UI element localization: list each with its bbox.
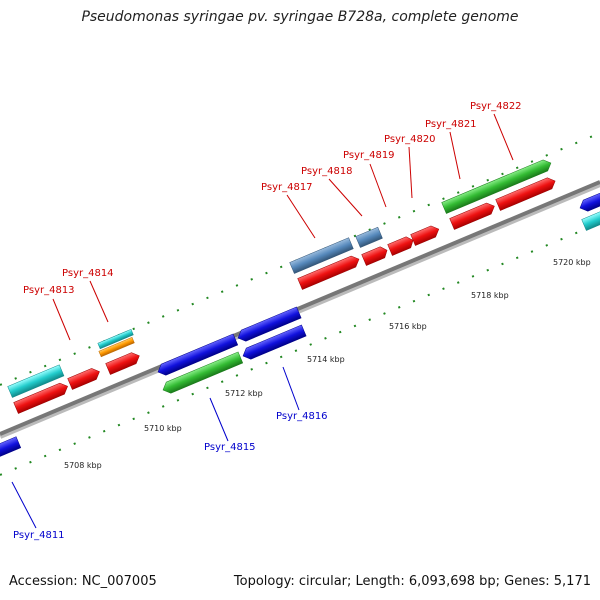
gene-psyr-4817-steel[interactable]: [289, 237, 354, 274]
gene-psyr-4814-orange[interactable]: [98, 336, 135, 358]
gene-label[interactable]: Psyr_4821: [425, 119, 477, 130]
map-title: Pseudomonas syringae pv. syringae B728a,…: [81, 9, 519, 25]
gene-blue-3[interactable]: [236, 306, 302, 344]
gene-blue-edge[interactable]: [578, 190, 600, 214]
genome-summary-text: Topology: circular; Length: 6,093,698 bp…: [233, 574, 591, 589]
backbone: [0, 180, 600, 436]
gene-red-1[interactable]: [13, 381, 70, 414]
tick-label: 5714 kbp: [307, 355, 345, 364]
gene-psyr-4815-green[interactable]: [161, 351, 244, 396]
tick-label: 5716 kbp: [389, 322, 427, 331]
gene-label[interactable]: Psyr_4822: [470, 101, 522, 112]
gene-cyan-edge[interactable]: [581, 207, 600, 231]
tick-label: 5710 kbp: [144, 424, 182, 433]
gene-psyr-4814-cyan[interactable]: [97, 328, 134, 350]
gene-psyr-4811-blue[interactable]: [0, 436, 22, 458]
gene-label[interactable]: Psyr_4813: [23, 285, 75, 296]
gene-labels: Psyr_4811 Psyr_4813 Psyr_4814 Psyr_4815 …: [13, 101, 522, 541]
gene-red-2[interactable]: [67, 366, 102, 390]
leader-lines: [11, 113, 514, 529]
tick-label: 5708 kbp: [64, 461, 102, 470]
gene-label[interactable]: Psyr_4818: [301, 166, 353, 177]
gene-blue-2[interactable]: [156, 333, 239, 378]
gene-label[interactable]: Psyr_4816: [276, 411, 328, 422]
gene-psyr-4822-red[interactable]: [495, 175, 558, 211]
gene-psyr-4822-green[interactable]: [441, 158, 554, 214]
gene-psyr-4821b-red[interactable]: [449, 201, 497, 230]
gene-psyr-4817-red[interactable]: [297, 254, 362, 290]
gene-label[interactable]: Psyr_4814: [62, 268, 114, 279]
accession-text: Accession: NC_007005: [9, 574, 157, 589]
tick-label: 5718 kbp: [471, 291, 509, 300]
kbp-tick-labels: 5708 kbp 5710 kbp 5712 kbp 5714 kbp 5716…: [64, 258, 591, 470]
gene-cyan-1[interactable]: [7, 364, 65, 398]
gene-label[interactable]: Psyr_4817: [261, 182, 313, 193]
gene-psyr-4818-steel[interactable]: [355, 226, 383, 248]
tick-label: 5720 kbp: [553, 258, 591, 267]
gene-red-3[interactable]: [105, 350, 142, 375]
gene-psyr-4816-blue[interactable]: [241, 324, 307, 362]
gene-psyr-4819-red[interactable]: [361, 245, 390, 266]
gene-label[interactable]: Psyr_4811: [13, 530, 65, 541]
tick-label: 5712 kbp: [225, 389, 263, 398]
gene-label[interactable]: Psyr_4815: [204, 442, 256, 453]
gene-label[interactable]: Psyr_4819: [343, 150, 395, 161]
gene-label[interactable]: Psyr_4820: [384, 134, 436, 145]
gene-psyr-4820-red[interactable]: [387, 235, 416, 256]
gene-psyr-4821-red[interactable]: [410, 224, 441, 246]
